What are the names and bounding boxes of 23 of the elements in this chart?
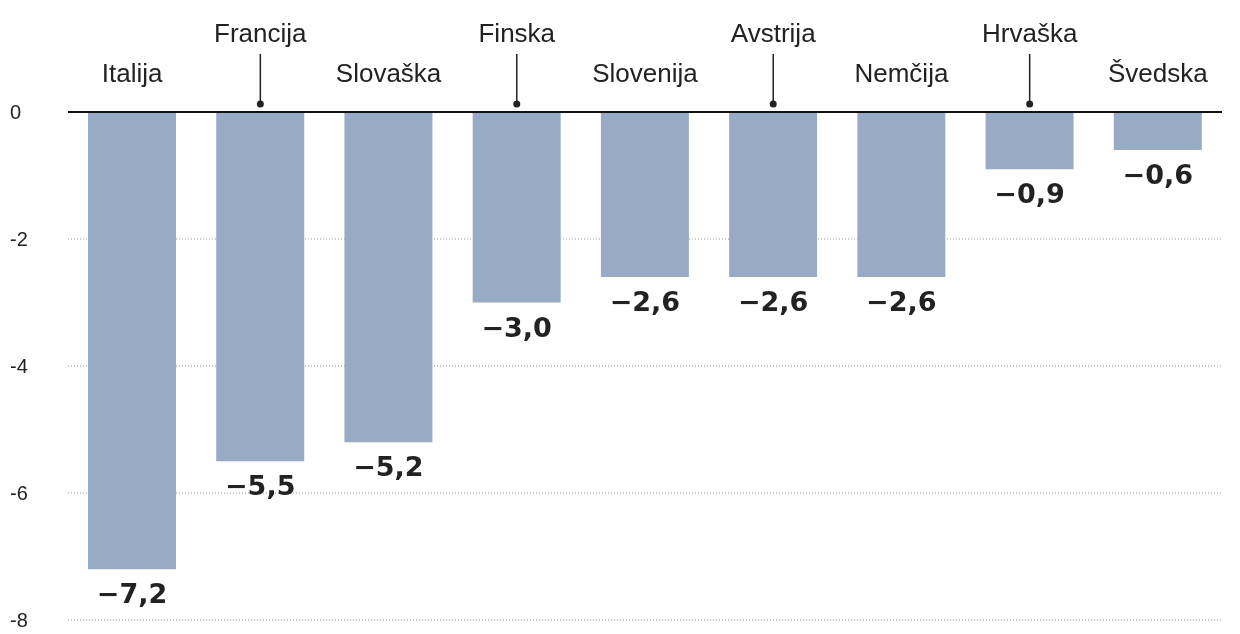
x-tick-label: Nemčija — [854, 58, 949, 88]
data-label: −2,6 — [737, 286, 809, 318]
y-tick-label: -8 — [10, 609, 28, 632]
data-label: −2,6 — [609, 286, 681, 318]
x-tick-label: Slovenija — [592, 58, 699, 88]
data-label: −2,6 — [866, 286, 937, 318]
data-label: −3,0 — [481, 311, 552, 343]
x-tick-label: Slovaška — [335, 58, 442, 88]
data-label: −5,2 — [353, 451, 424, 483]
data-label: −5,5 — [225, 470, 296, 502]
data-label: −0,6 — [1122, 159, 1193, 191]
x-tick-label: Italija — [101, 58, 163, 88]
y-tick-label: -6 — [10, 482, 28, 505]
data-label: −0,9 — [994, 178, 1065, 210]
x-tick-label: Avstrija — [730, 18, 817, 48]
x-tick-label: Hrvaška — [981, 18, 1078, 48]
x-tick-label: Finska — [478, 18, 556, 48]
y-tick-label: -2 — [10, 228, 28, 251]
x-tick-label: Francija — [214, 18, 308, 48]
y-tick-label: 0 — [10, 101, 22, 124]
y-tick-label: -4 — [10, 355, 28, 378]
x-tick-label: Švedska — [1108, 58, 1209, 88]
data-label: −7,2 — [96, 578, 168, 610]
